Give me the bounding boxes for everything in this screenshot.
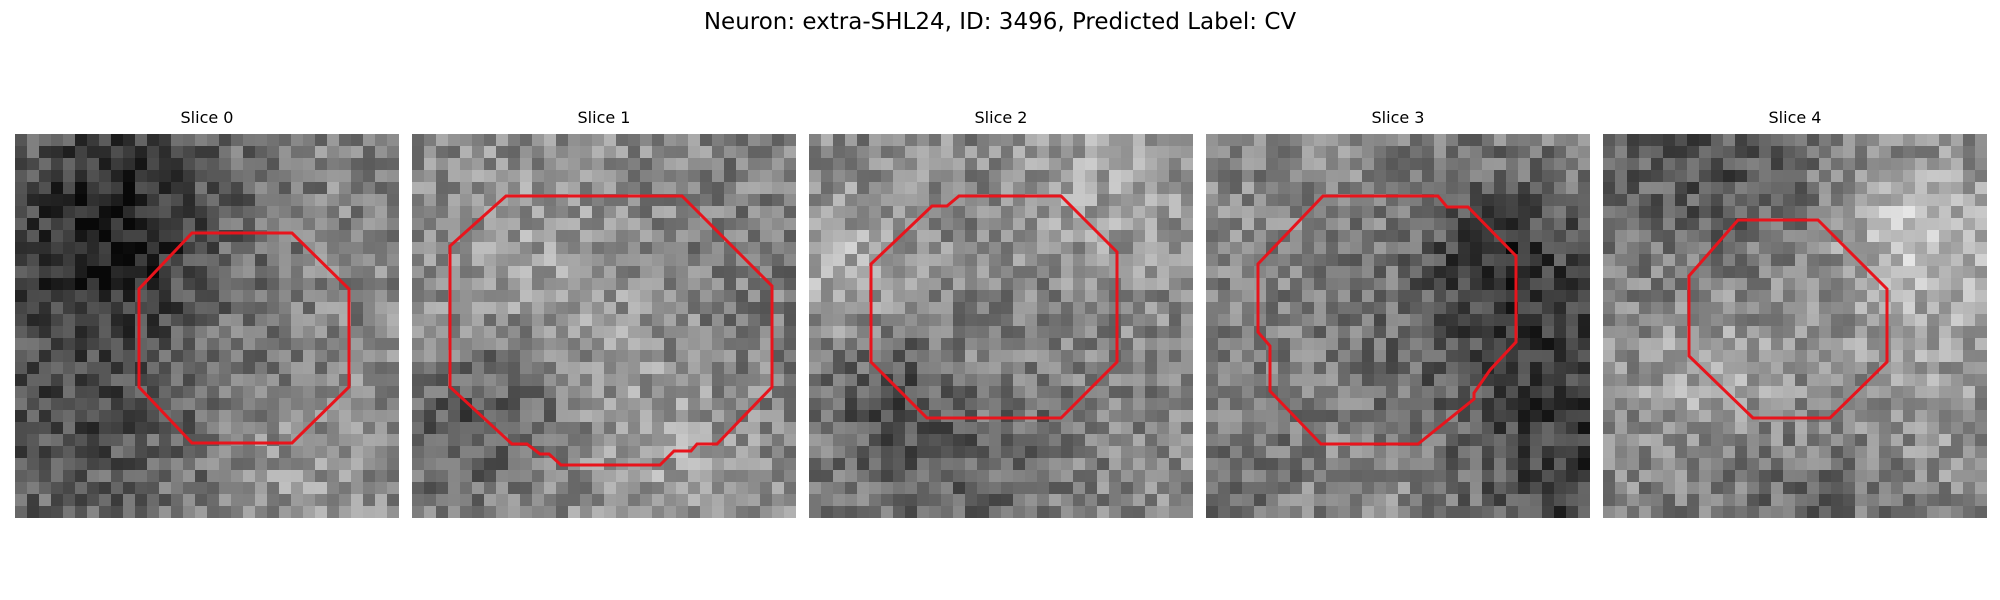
figure-title: Neuron: extra-SHL24, ID: 3496, Predicted… [703,9,1297,35]
roi-contour [448,194,774,467]
slice-panel-0: Slice 0 [15,108,399,518]
roi-contour [137,231,351,445]
roi-contour [1687,218,1889,420]
slice-image [1603,134,1987,518]
pixel-grid [1603,134,1987,518]
slice-panel-3: Slice 3 [1206,108,1590,518]
pixel-grid [15,134,399,518]
pixel-grid [412,134,796,518]
slice-image [809,134,1193,518]
slice-title: Slice 3 [1371,108,1425,127]
roi-contour [869,194,1119,420]
roi-contour [1256,194,1518,446]
slice-image [1206,134,1590,518]
slice-panel-2: Slice 2 [809,108,1193,518]
slice-panel-1: Slice 1 [412,108,796,518]
slice-image [412,134,796,518]
slice-image [15,134,399,518]
pixel-grid [1206,134,1590,518]
slice-panel-4: Slice 4 [1603,108,1987,518]
slice-title: Slice 4 [1768,108,1822,127]
slice-title: Slice 0 [180,108,234,127]
slice-title: Slice 2 [974,108,1028,127]
slice-title: Slice 1 [577,108,631,127]
pixel-grid [809,134,1193,518]
